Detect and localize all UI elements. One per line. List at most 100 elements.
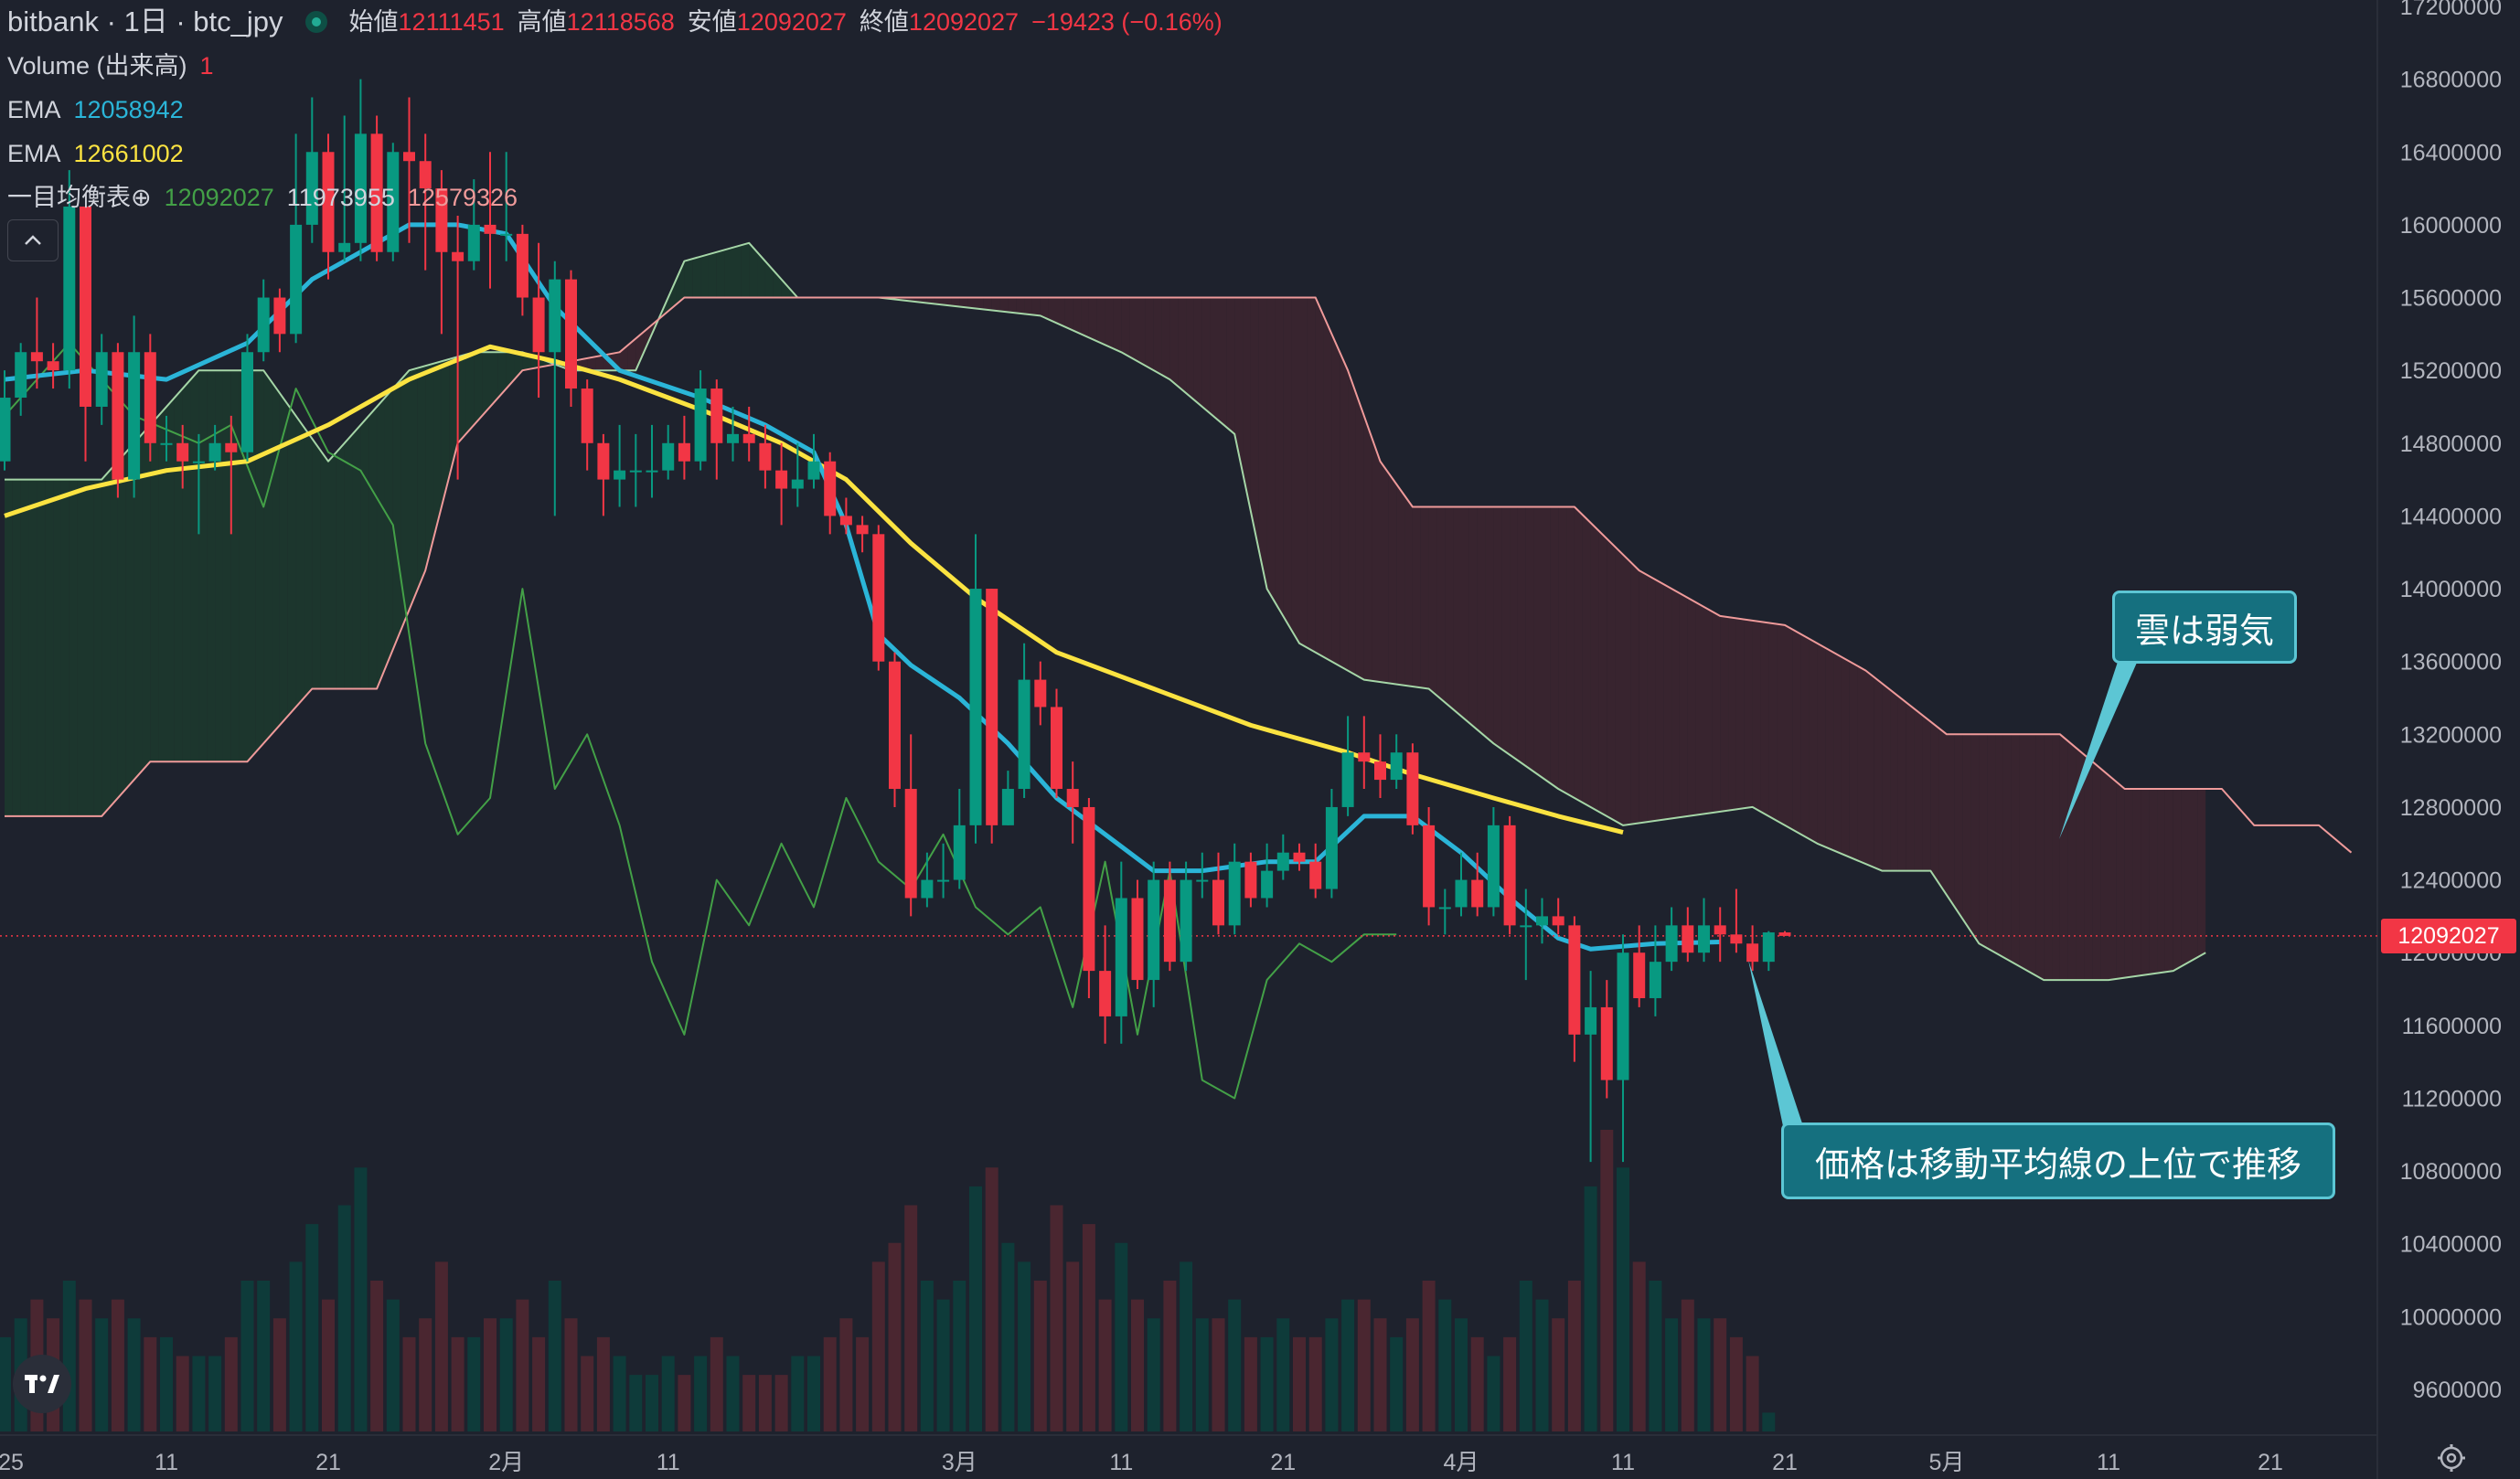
volume-bar [1665,1318,1679,1431]
volume-bar [1552,1318,1565,1431]
cloud-segment [125,442,134,790]
candle-body [1083,806,1095,972]
cloud-segment [1566,506,1575,798]
cloud-segment [247,370,256,762]
cloud-segment [1615,547,1623,825]
volume-bar [192,1356,206,1431]
ichimoku-value-1: 12092027 [164,184,274,211]
ichimoku-legend[interactable]: 一目均衡表⊕ 12092027 11973955 12579326 [7,176,1223,219]
cloud-segment [344,433,353,689]
volume-legend[interactable]: Volume (出来高) 1 [7,44,1223,88]
volume-bar [1308,1336,1322,1431]
candle-body [1714,925,1726,935]
cloud-segment [1760,622,1769,816]
volume-bar [1405,1318,1419,1431]
volume-bar [1228,1299,1242,1431]
x-tick-label: 3月 [942,1450,977,1475]
cloud-segment [1145,297,1154,371]
cloud-segment [465,352,475,434]
time-axis: 25 11 21 2月 11 3月 11 21 4月 11 21 5月 11 21 [0,1450,2283,1475]
cloud-segment [1517,506,1526,767]
volume-bar [484,1318,497,1431]
candle-body [516,233,529,298]
price-callout-pointer [1748,960,1803,1126]
volume-bar [1762,1412,1776,1431]
volume-bar [1697,1318,1711,1431]
candle-body [1325,806,1338,889]
candle-body [1390,752,1403,781]
low-value: 12092027 [736,8,847,36]
ohlc-close: 終値12092027 [860,0,1019,44]
candles [0,79,1791,1163]
candle-body [1066,789,1079,807]
cloud-segment [37,479,46,816]
candle-body [1001,789,1014,825]
cloud-segment [1962,734,1971,931]
volume-value: 1 [199,52,214,80]
grid [0,0,2378,1479]
settings-gear-icon[interactable] [2436,1442,2467,1474]
cloud-segment [724,247,733,298]
cloud-segment [28,479,37,816]
candle-body [937,879,950,882]
cloud-segment [2157,789,2165,974]
volume-bar [1746,1356,1759,1431]
tradingview-logo-icon[interactable] [13,1355,71,1413]
candle-body [322,152,335,252]
candle-body [1503,825,1516,926]
cloud-segment [482,352,490,416]
y-tick-label: 11200000 [2402,1086,2502,1112]
symbol-title[interactable]: bitbank · 1日 · btc_jpy [7,5,283,37]
candle-body [1568,925,1581,1035]
volume-bar [1276,1318,1290,1431]
cloud-segment [392,379,401,650]
cloud-segment [1501,506,1511,755]
y-tick-label: 14000000 [2400,577,2502,602]
cloud-segment [1785,624,1793,830]
cloud-segment [133,433,143,781]
cloud-segment [1243,297,1251,512]
candle-body [112,352,124,480]
volume-bar [1325,1318,1339,1431]
volume-bar [678,1375,691,1431]
ema-fast-value: 12058942 [73,96,184,123]
volume-bar [111,1299,124,1431]
cloud-segment [708,251,717,298]
candle-body [435,188,448,252]
candle-body [856,525,869,535]
candle-body [1212,879,1224,926]
volume-bar [694,1356,708,1431]
collapse-legend-button[interactable] [7,219,59,261]
cloud-segment [110,461,118,807]
cloud-segment [1922,715,1931,871]
cloud-segment [1113,297,1122,353]
ema-fast-legend[interactable]: EMA 12058942 [7,88,1223,132]
volume-bar [774,1375,788,1431]
price-annotation[interactable]: 価格は移動平均線の上位で推移 [1781,1123,2335,1199]
volume-bar [596,1336,610,1431]
cloud-segment [1048,297,1057,324]
y-tick-label: 15600000 [2400,286,2502,312]
candle-body [47,361,59,371]
y-tick-label: 11600000 [2402,1014,2502,1039]
volume-bar [272,1318,286,1431]
volume-bar [402,1336,416,1431]
ema-slow-legend[interactable]: EMA 12661002 [7,132,1223,176]
candle-body [128,352,141,480]
x-tick-label: 21 [1772,1450,1798,1475]
candle-body [1018,679,1030,790]
candle-body [500,233,513,236]
volume-bar [289,1261,303,1431]
cloud-segment [627,338,636,371]
volume-bar [936,1299,950,1431]
volume-bar [564,1318,578,1431]
candle-body [1665,925,1678,963]
cloud-segment [1193,297,1202,407]
volume-bar [1357,1299,1371,1431]
volume-bar [726,1356,740,1431]
price-axis: 17200000 16800000 16400000 16000000 15600000… [2400,0,2502,1403]
cloud-annotation[interactable]: 雲は弱気 [2112,591,2297,664]
cloud-segment [983,297,992,311]
candle-body [452,251,464,261]
